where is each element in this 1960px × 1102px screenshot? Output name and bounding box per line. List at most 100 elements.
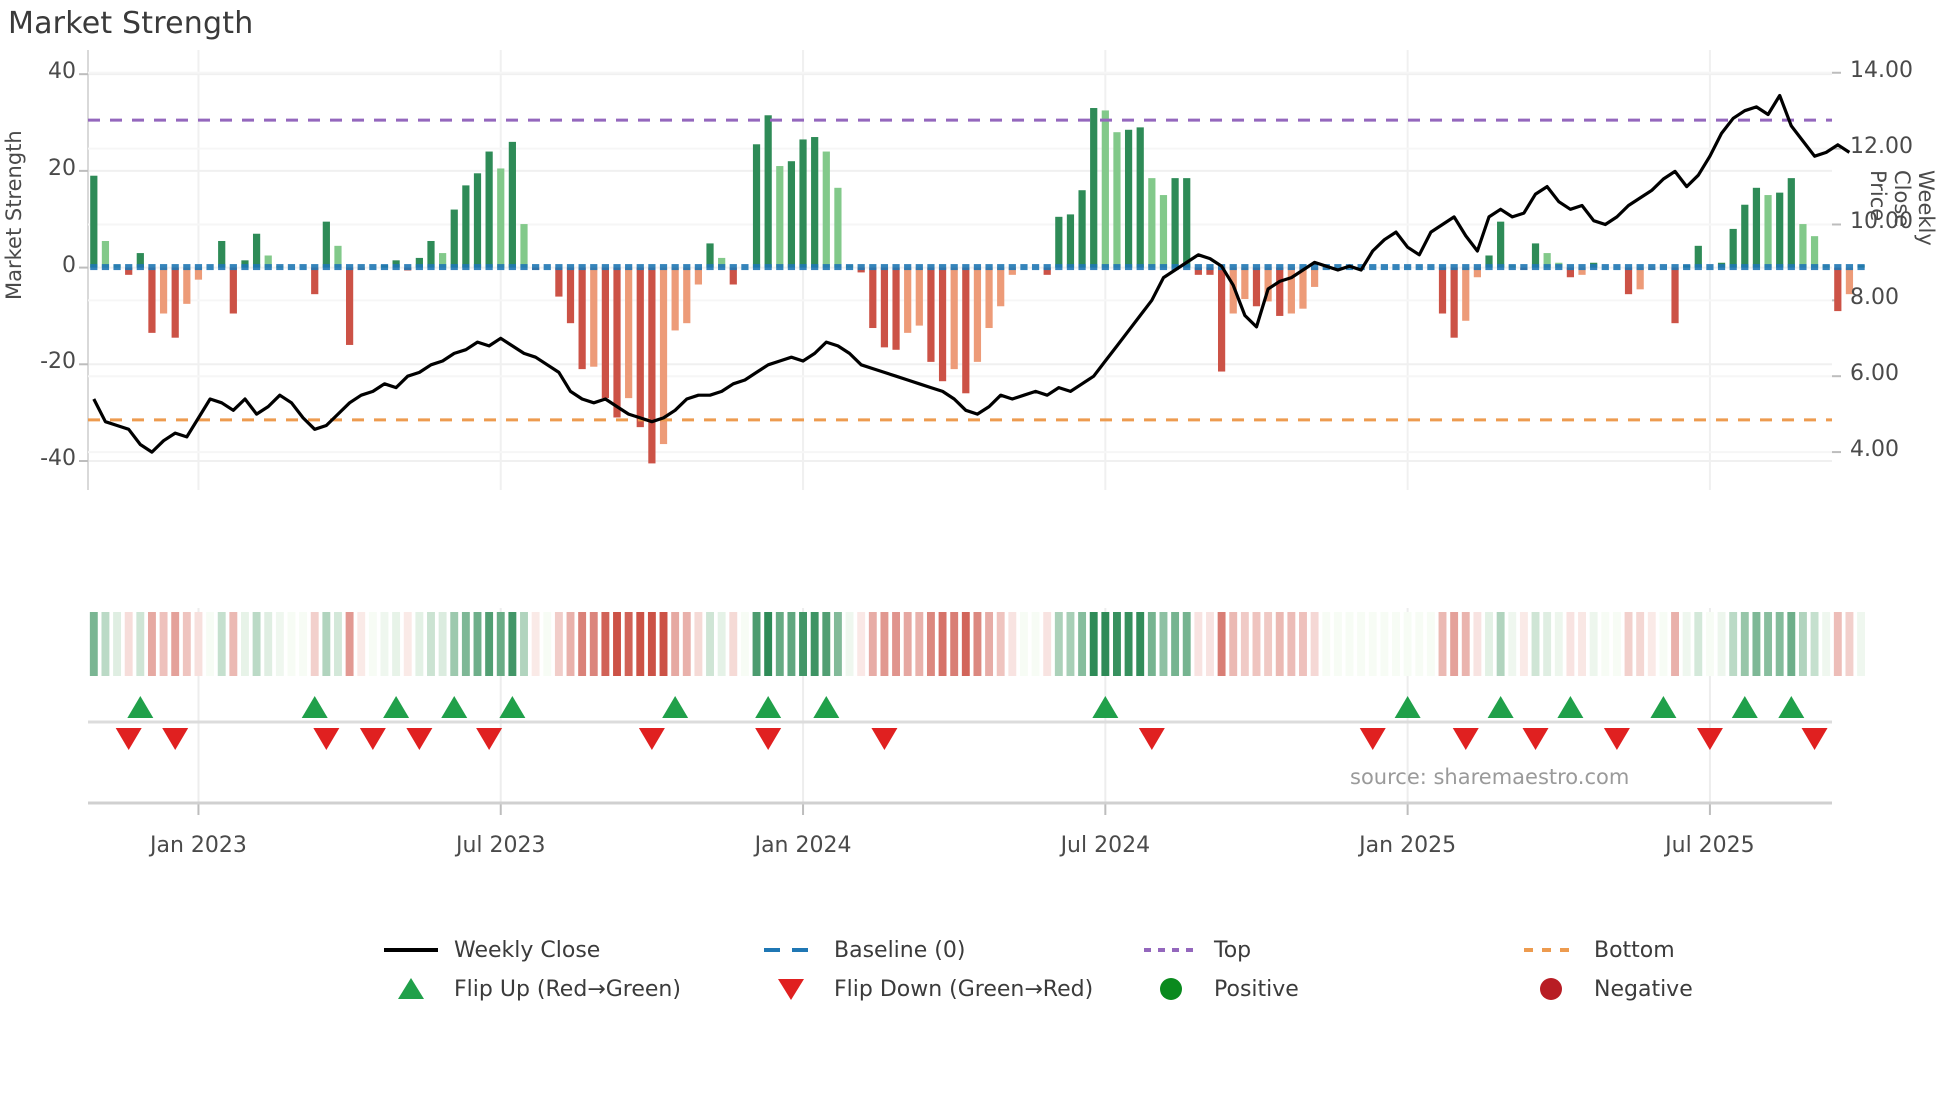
legend-label: Positive [1214, 976, 1299, 1002]
heatmap-cell [1543, 612, 1552, 676]
heatmap-cell [241, 612, 249, 676]
strength-bar [311, 267, 319, 295]
baseline-segment [276, 264, 284, 271]
strength-bar [1066, 214, 1075, 268]
strength-bar [706, 243, 714, 268]
strength-bar [1136, 127, 1144, 268]
heatmap-cell [159, 612, 168, 676]
heatmap-cell [427, 612, 435, 676]
strength-bar [450, 209, 458, 268]
baseline-segment [357, 264, 365, 271]
baseline-segment [834, 264, 842, 271]
heatmap-cell [566, 612, 575, 676]
heatmap-cell [368, 612, 377, 676]
heatmap-cell [287, 612, 296, 676]
heatmap-cell [1240, 612, 1249, 676]
strength-bar [555, 267, 563, 297]
legend-item[interactable]: Bottom [1520, 935, 1675, 965]
strength-bar [1055, 216, 1063, 268]
baseline-segment [1485, 264, 1493, 271]
heatmap-cell [624, 612, 633, 676]
y-axis-left-tick: -40 [40, 445, 76, 471]
strength-bar [1311, 267, 1319, 287]
legend-item[interactable]: Flip Down (Green→Red) [760, 974, 1093, 1004]
y-axis-left-tick: 40 [48, 59, 76, 85]
legend-item[interactable]: Negative [1520, 974, 1693, 1004]
heatmap-cell [775, 612, 784, 676]
strength-bar [904, 267, 912, 333]
baseline-segment [1776, 264, 1784, 271]
legend-item[interactable]: Positive [1140, 974, 1299, 1004]
heatmap-cell [1182, 612, 1191, 676]
flip-up-marker [755, 696, 782, 718]
baseline-segment [985, 264, 993, 271]
strength-bar [834, 187, 842, 268]
y-axis-left-tick: 0 [62, 252, 76, 278]
heatmap-cell [357, 612, 366, 676]
strength-bar [927, 267, 935, 362]
heatmap-cell [1845, 612, 1854, 676]
triangle-up-green-icon [398, 978, 424, 999]
baseline-segment [439, 264, 447, 271]
heatmap-cell [415, 612, 424, 676]
heatmap-cell [1368, 612, 1377, 676]
heatmap-cell [647, 612, 656, 676]
strength-bar [462, 185, 470, 268]
baseline-segment [450, 264, 458, 271]
x-axis-tick: Jul 2025 [1665, 833, 1755, 858]
baseline-segment [543, 264, 551, 271]
baseline-segment [1299, 264, 1307, 271]
baseline-segment [1613, 264, 1621, 271]
flip-up-marker [1487, 696, 1514, 718]
heatmap-cell [1810, 612, 1819, 676]
heatmap-cell [938, 612, 947, 676]
baseline-segment [845, 264, 854, 271]
heatmap-cell [1647, 612, 1656, 676]
strength-bar [415, 257, 423, 268]
strength-bar [345, 267, 354, 345]
flip-down-marker [115, 728, 142, 750]
heatmap-cell [1113, 612, 1121, 676]
strength-bar [1171, 178, 1179, 268]
strength-bar [752, 144, 761, 268]
y-axis-left-tick: -20 [40, 349, 76, 375]
heatmap-cell [1496, 612, 1505, 676]
baseline-segment [613, 264, 621, 271]
baseline-segment [1822, 264, 1830, 271]
heatmap-cell [345, 612, 354, 676]
heatmap-cell [1206, 612, 1214, 676]
baseline-segment [218, 264, 226, 271]
strength-bar [799, 139, 807, 268]
legend-item[interactable]: Top [1140, 935, 1251, 965]
flip-down-marker [1452, 728, 1479, 750]
baseline-segment [1276, 264, 1284, 271]
heatmap-cell [1252, 612, 1261, 676]
heatmap-cell [1578, 612, 1586, 676]
strength-bar [1450, 267, 1458, 338]
strength-bar [1264, 267, 1272, 302]
strength-bar [578, 267, 586, 370]
strength-bar [659, 267, 668, 445]
baseline-segment [1531, 264, 1540, 271]
heatmap-cell [1415, 612, 1424, 676]
baseline-segment [601, 264, 609, 271]
page-title: Market Strength [8, 6, 254, 41]
baseline-segment [1834, 264, 1842, 271]
heatmap-cell [787, 612, 796, 676]
flip-up-marker [1650, 696, 1677, 718]
strength-bar [1438, 267, 1447, 314]
baseline-segment [1113, 264, 1121, 271]
baseline-segment [1694, 264, 1702, 271]
legend-item[interactable]: Flip Up (Red→Green) [380, 974, 681, 1004]
heatmap-cell [671, 612, 680, 676]
baseline-segment [1450, 264, 1458, 271]
heatmap-cell [1403, 612, 1412, 676]
baseline-segment [555, 264, 563, 271]
baseline-segment [857, 264, 865, 271]
strength-bar [1671, 267, 1679, 324]
strength-bar [962, 267, 970, 394]
flip-up-marker [1394, 696, 1421, 718]
heatmap-cell [473, 612, 482, 676]
legend-item[interactable]: Weekly Close [380, 935, 600, 965]
legend-item[interactable]: Baseline (0) [760, 935, 965, 965]
